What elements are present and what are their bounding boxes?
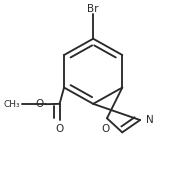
Text: N: N (146, 115, 154, 125)
Text: O: O (101, 124, 109, 134)
Text: CH₃: CH₃ (4, 100, 21, 109)
Text: O: O (55, 124, 64, 134)
Text: O: O (36, 99, 44, 109)
Text: Br: Br (87, 4, 99, 14)
